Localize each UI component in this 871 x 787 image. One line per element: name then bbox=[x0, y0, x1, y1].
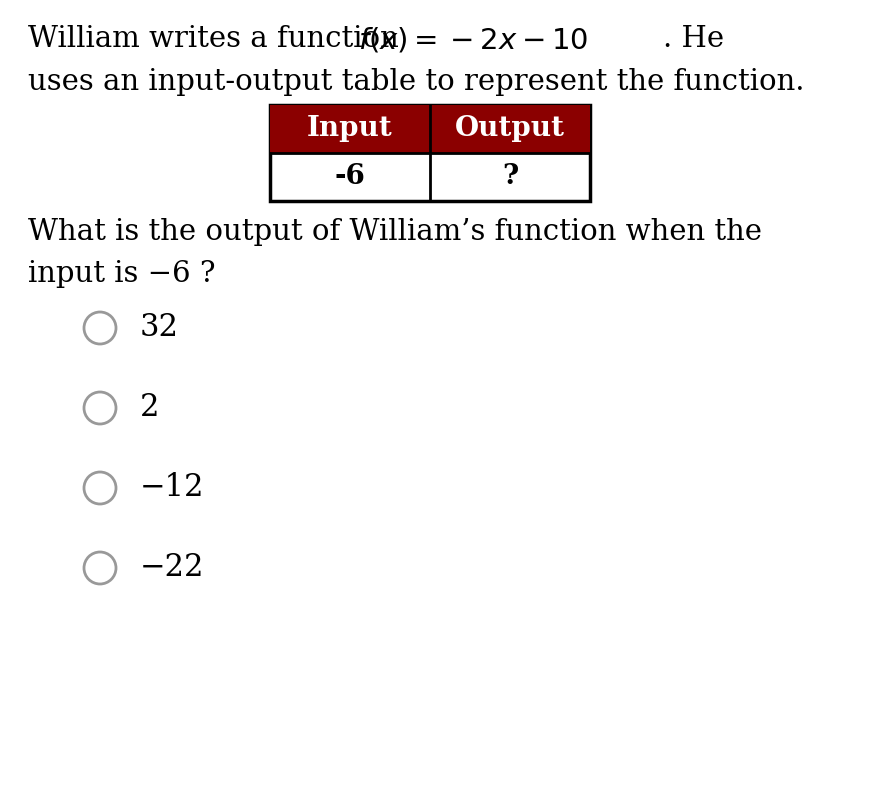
Text: What is the output of William’s function when the: What is the output of William’s function… bbox=[28, 218, 762, 246]
Text: Output: Output bbox=[455, 116, 565, 142]
Text: $f(x) = -2x - 10$: $f(x) = -2x - 10$ bbox=[358, 25, 588, 54]
Circle shape bbox=[84, 392, 116, 424]
Text: William writes a function: William writes a function bbox=[28, 25, 408, 53]
Text: . He: . He bbox=[663, 25, 724, 53]
Text: ?: ? bbox=[502, 164, 518, 190]
Text: −22: −22 bbox=[140, 552, 205, 583]
Text: input is −6 ?: input is −6 ? bbox=[28, 260, 215, 288]
Bar bbox=[270, 105, 590, 201]
Circle shape bbox=[84, 552, 116, 584]
Text: 2: 2 bbox=[140, 393, 159, 423]
Circle shape bbox=[84, 472, 116, 504]
Text: uses an input-output table to represent the function.: uses an input-output table to represent … bbox=[28, 68, 805, 96]
Text: Input: Input bbox=[307, 116, 393, 142]
Text: −12: −12 bbox=[140, 472, 205, 504]
Text: -6: -6 bbox=[334, 164, 366, 190]
Bar bbox=[270, 105, 590, 153]
Text: 32: 32 bbox=[140, 312, 179, 343]
Circle shape bbox=[84, 312, 116, 344]
